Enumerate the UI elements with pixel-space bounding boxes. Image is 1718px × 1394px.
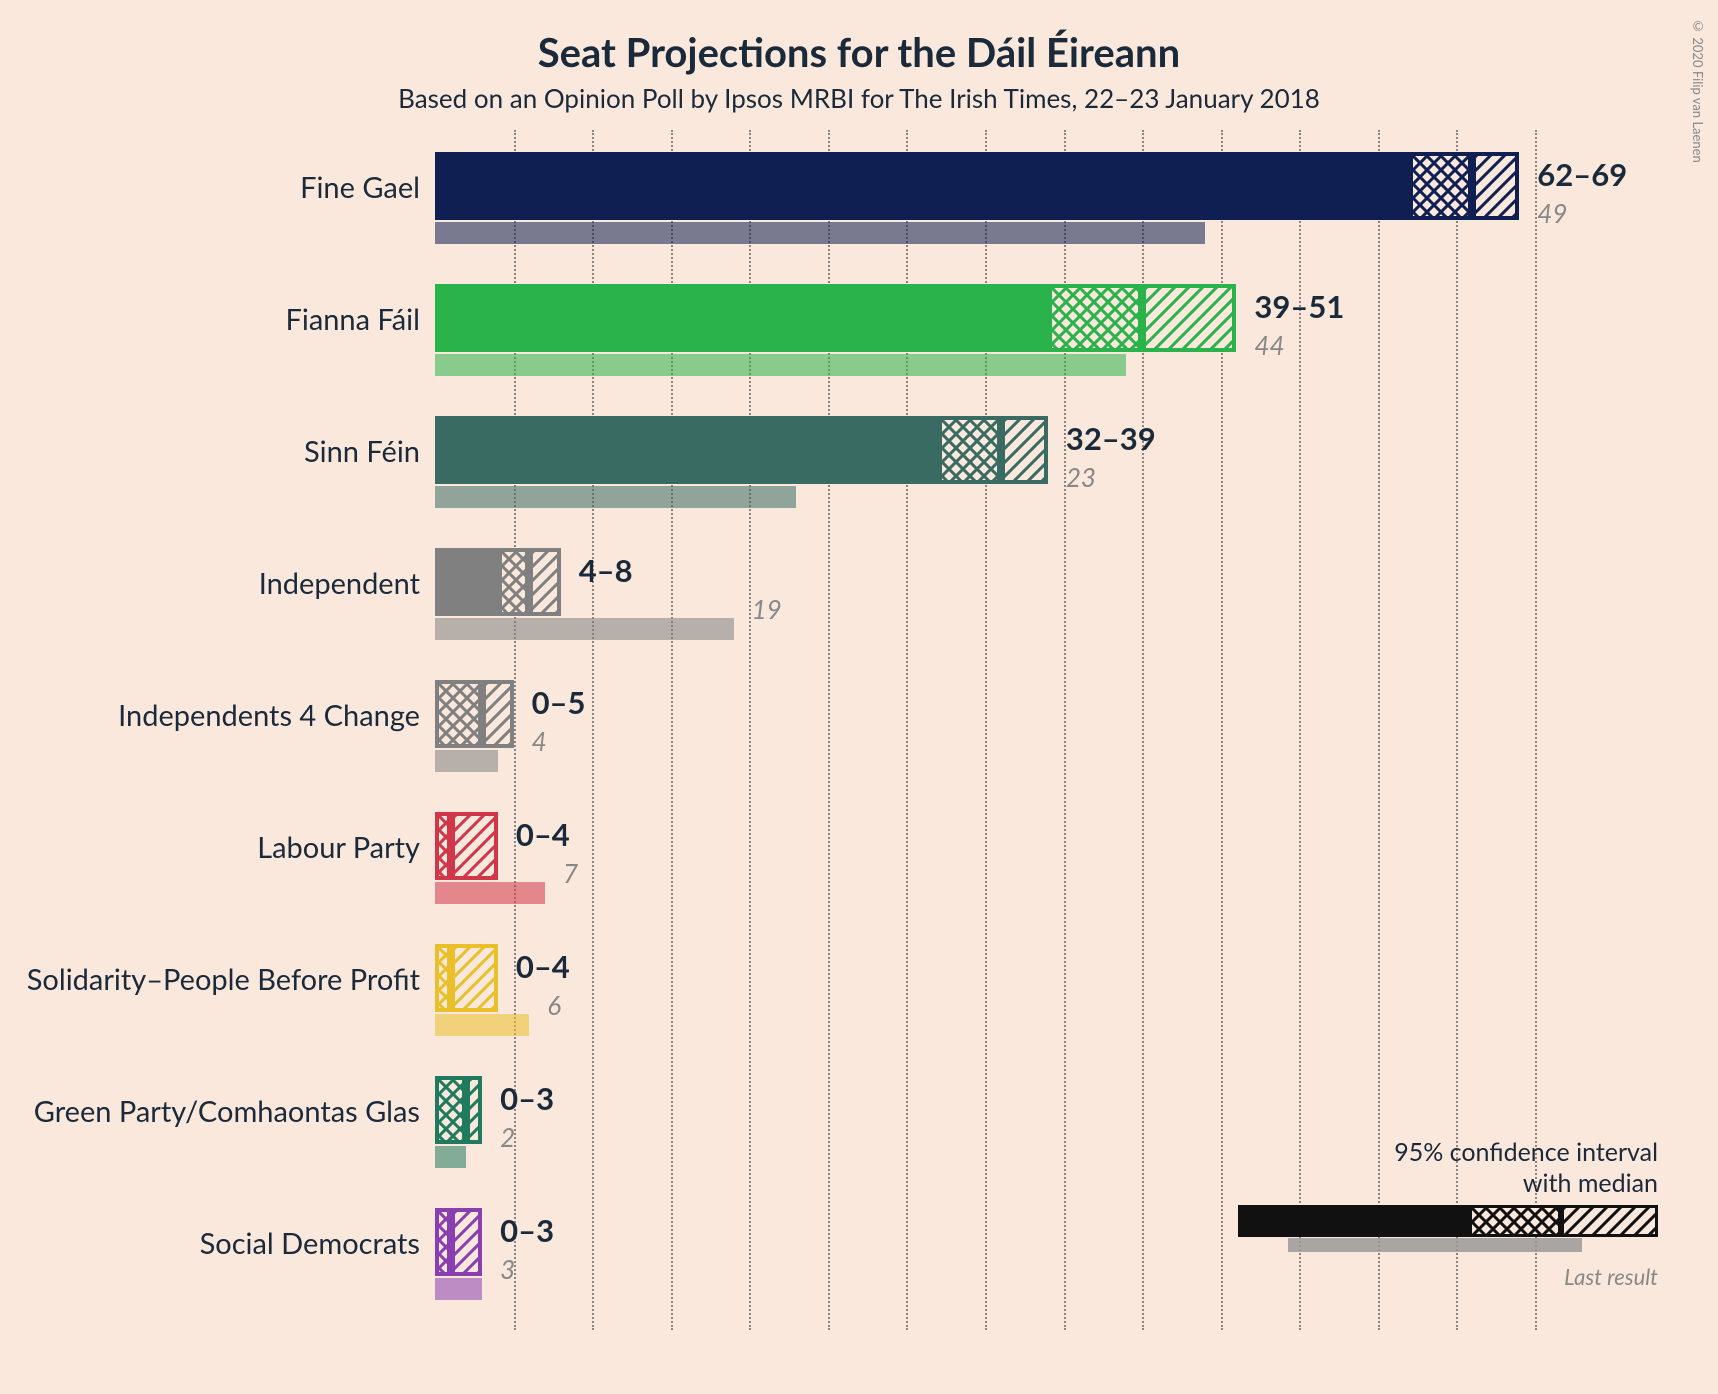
party-label: Fine Gael [0, 170, 420, 205]
range-value: 0–4 [516, 815, 570, 853]
bar-low-to-median [435, 1208, 451, 1276]
party-label: Labour Party [0, 830, 420, 865]
legend-solid [1238, 1205, 1469, 1237]
bar-low-to-median [1048, 284, 1142, 352]
party-label: Social Democrats [0, 1226, 420, 1261]
last-value: 19 [752, 593, 782, 625]
bar-low-to-median [435, 812, 451, 880]
range-value: 0–3 [500, 1211, 554, 1249]
party-label: Independent [0, 566, 420, 601]
bar-last-result [435, 750, 498, 772]
party-row: Fine Gael 62–69 49 [0, 142, 1718, 252]
party-row: Fianna Fáil 39–51 44 [0, 274, 1718, 384]
party-label: Fianna Fáil [0, 302, 420, 337]
bar-last-result [435, 222, 1205, 244]
legend-sample-bar [1238, 1205, 1658, 1245]
bar-median-to-high [1142, 284, 1236, 352]
party-label: Solidarity–People Before Profit [0, 962, 420, 997]
bar-low-to-median [938, 416, 1001, 484]
bar-last-result [435, 1278, 482, 1300]
bar-median-to-high [529, 548, 560, 616]
bar-last-result [435, 882, 545, 904]
last-value: 23 [1066, 461, 1096, 493]
party-row: Solidarity–People Before Profit 0–4 6 [0, 934, 1718, 1044]
legend-last-label: Last result [1238, 1263, 1658, 1290]
bar-median-to-high [451, 812, 498, 880]
range-value: 39–51 [1254, 287, 1344, 325]
legend: 95% confidence interval with median Last… [1238, 1137, 1658, 1291]
party-label: Independents 4 Change [0, 698, 420, 733]
bar-median-to-high [451, 1208, 482, 1276]
last-value: 44 [1254, 329, 1284, 361]
party-row: Independents 4 Change 0–5 4 [0, 670, 1718, 780]
last-value: 49 [1537, 197, 1567, 229]
legend-cross [1469, 1205, 1561, 1237]
bar-median-to-high [1472, 152, 1519, 220]
bar-low-to-median [498, 548, 529, 616]
last-value: 3 [500, 1253, 515, 1285]
bar-low-to-median [1409, 152, 1472, 220]
last-value: 4 [532, 725, 547, 757]
range-value: 0–5 [532, 683, 586, 721]
party-label: Green Party/Comhaontas Glas [0, 1094, 420, 1129]
bar-low-to-median [435, 1076, 466, 1144]
bar-last-result [435, 486, 796, 508]
bar-last-result [435, 354, 1126, 376]
range-value: 32–39 [1066, 419, 1156, 457]
party-row: Labour Party 0–4 7 [0, 802, 1718, 912]
legend-title-line2: with median [1523, 1168, 1658, 1198]
bar-solid [435, 416, 938, 484]
bar-solid [435, 152, 1409, 220]
range-value: 0–3 [500, 1079, 554, 1117]
bar-median-to-high [1001, 416, 1048, 484]
range-value: 0–4 [516, 947, 570, 985]
bar-median-to-high [482, 680, 513, 748]
bar-solid [435, 284, 1048, 352]
legend-diag [1561, 1205, 1658, 1237]
last-value: 2 [500, 1121, 515, 1153]
party-row: Sinn Féin 32–39 23 [0, 406, 1718, 516]
last-value: 6 [547, 989, 561, 1021]
bar-median-to-high [466, 1076, 482, 1144]
last-value: 7 [563, 857, 578, 889]
bar-last-result [435, 1146, 466, 1168]
chart-title: Seat Projections for the Dáil Éireann [0, 0, 1718, 76]
range-value: 4–8 [579, 551, 633, 589]
bar-last-result [435, 618, 734, 640]
party-row: Independent 4–8 19 [0, 538, 1718, 648]
bar-low-to-median [435, 680, 482, 748]
chart-area: Fine Gael 62–69 49 Fianna Fáil 39–51 44 Sinn F… [0, 130, 1718, 1350]
party-label: Sinn Féin [0, 434, 420, 469]
bar-solid [435, 548, 498, 616]
legend-last-bar [1288, 1238, 1582, 1252]
range-value: 62–69 [1537, 155, 1627, 193]
bar-last-result [435, 1014, 529, 1036]
bar-low-to-median [435, 944, 451, 1012]
legend-title-line1: 95% confidence interval [1394, 1137, 1658, 1167]
legend-title: 95% confidence interval with median [1238, 1137, 1658, 1200]
chart-subtitle: Based on an Opinion Poll by Ipsos MRBI f… [0, 76, 1718, 114]
bar-median-to-high [451, 944, 498, 1012]
